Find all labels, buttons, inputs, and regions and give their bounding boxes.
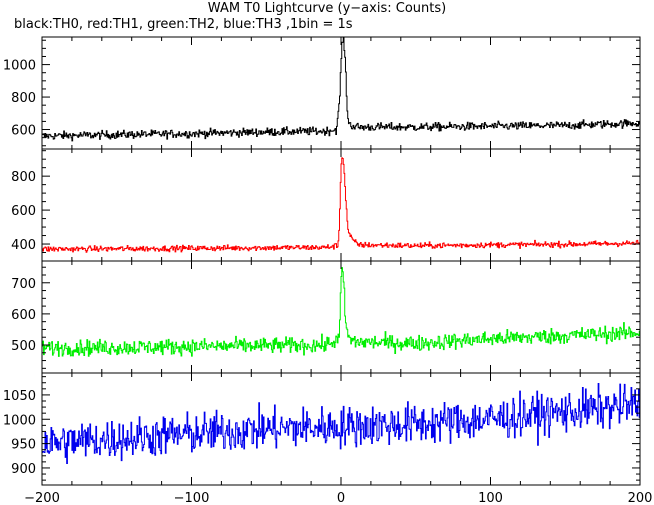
chart-subtitle: black:TH0, red:TH1, green:TH2, blue:TH3 …	[14, 17, 353, 32]
y-tick-label: 800	[11, 170, 36, 185]
y-tick-label: 950	[11, 438, 36, 453]
y-tick-label: 900	[11, 462, 36, 477]
series-line-th1	[42, 157, 640, 253]
series-line-th2	[42, 267, 640, 357]
y-tick-label: 800	[11, 91, 36, 106]
x-tick-label: −100	[174, 491, 210, 505]
y-tick-label: 500	[11, 339, 36, 354]
y-tick-label: 600	[11, 308, 36, 323]
y-tick-label: 1000	[3, 59, 36, 74]
chart-title: WAM T0 Lightcurve (y−axis: Counts)	[207, 1, 447, 16]
x-tick-label: −200	[24, 491, 60, 505]
y-tick-label: 400	[11, 238, 36, 253]
y-tick-label: 600	[11, 204, 36, 219]
y-tick-label: 600	[11, 124, 36, 139]
x-tick-label: 200	[628, 491, 653, 505]
y-tick-label: 1050	[3, 389, 36, 404]
x-tick-label: 100	[478, 491, 503, 505]
series-line-th3	[42, 383, 640, 464]
x-tick-label: 0	[337, 491, 345, 505]
y-tick-label: 700	[11, 277, 36, 292]
y-tick-label: 1000	[3, 413, 36, 428]
series-line-th0	[42, 37, 640, 142]
